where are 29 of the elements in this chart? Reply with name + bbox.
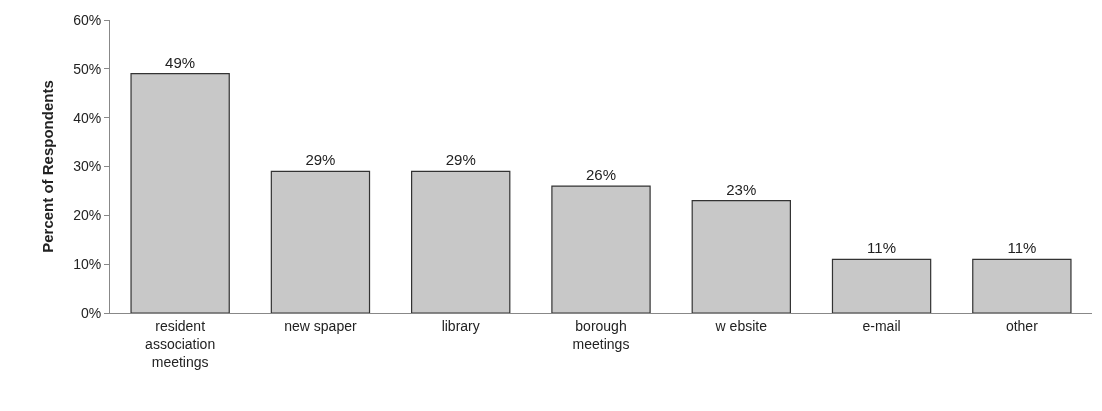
- y-axis-title: Percent of Respondents: [39, 80, 57, 253]
- x-tick-label: e-mail: [862, 317, 901, 334]
- bar: [551, 185, 651, 313]
- y-tick-label: 10%: [73, 256, 102, 273]
- data-label: 11%: [1007, 239, 1037, 257]
- bar: [130, 73, 230, 313]
- bar: [831, 258, 932, 313]
- bar: [972, 258, 1072, 313]
- data-label: 29%: [305, 151, 336, 169]
- y-tick-label: 60%: [73, 11, 102, 28]
- x-tick-label: new spaper: [284, 317, 357, 334]
- y-tick-label: 50%: [73, 60, 102, 77]
- bar: [691, 200, 791, 313]
- data-label: 26%: [585, 166, 617, 184]
- data-label: 23%: [726, 180, 757, 198]
- data-label: 29%: [445, 151, 476, 169]
- data-label: 11%: [867, 239, 897, 257]
- x-tick-label: resident association meetings: [145, 317, 216, 371]
- x-tick-label: other: [1005, 317, 1039, 334]
- x-tick-label: library: [441, 317, 480, 334]
- x-tick-label: w ebsite: [714, 317, 768, 334]
- y-tick-label: 20%: [73, 207, 102, 224]
- bar: [411, 170, 511, 313]
- bar: [270, 170, 371, 313]
- y-tick-label: 0%: [80, 304, 102, 321]
- x-tick-label: borough meetings: [572, 317, 630, 352]
- y-tick-label: 30%: [73, 158, 102, 175]
- y-tick-label: 40%: [73, 109, 102, 126]
- data-label: 49%: [165, 53, 196, 71]
